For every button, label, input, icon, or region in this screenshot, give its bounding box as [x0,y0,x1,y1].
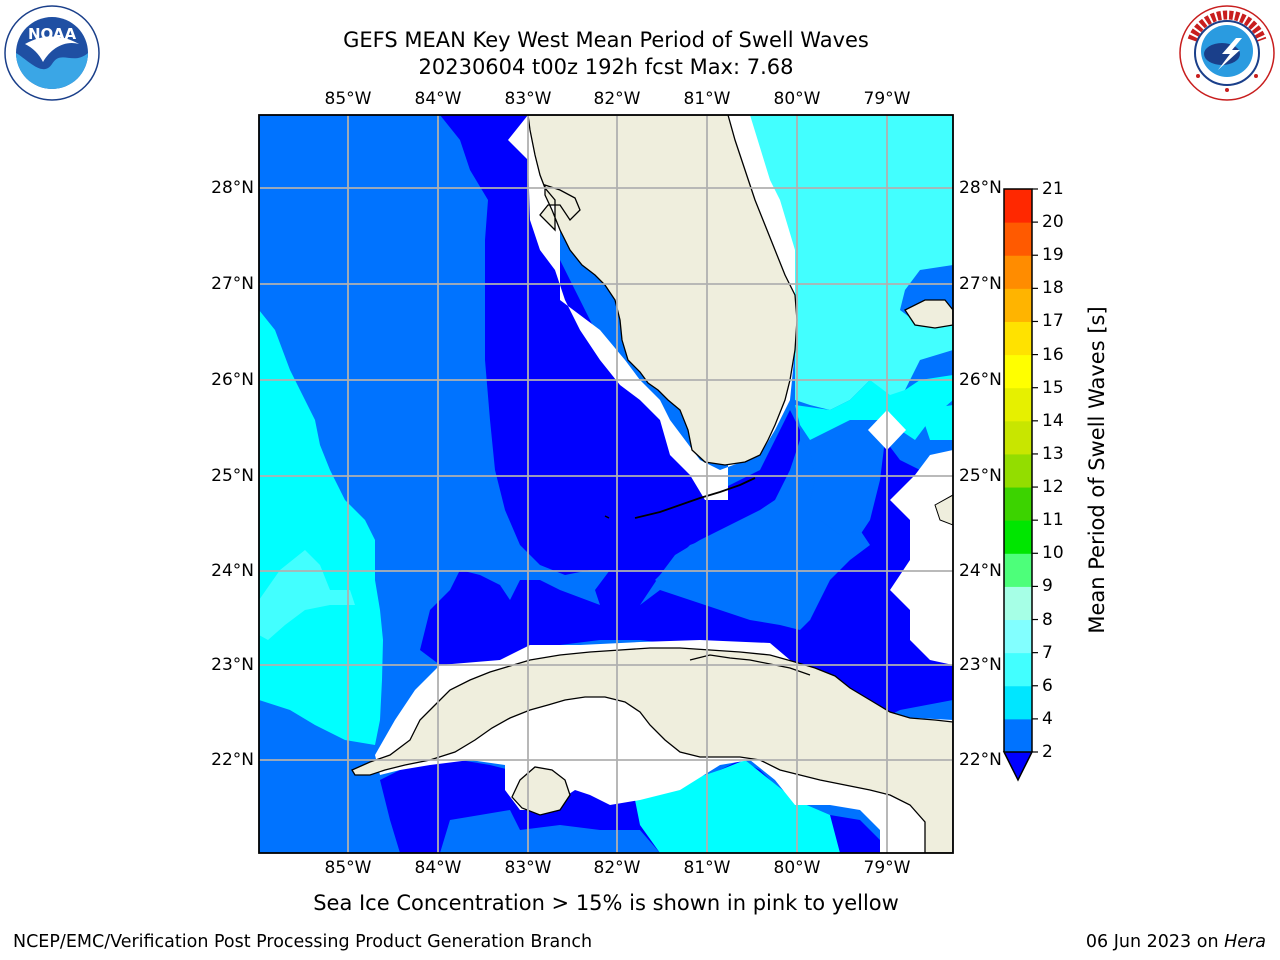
colorbar-tick-label: 14 [1042,410,1064,431]
lat-tick-left: 24°N [211,561,254,581]
lon-tick-bottom: 80°W [773,858,821,878]
isla-juventud-land [511,766,571,816]
lon-tick-top: 80°W [773,89,821,109]
lon-tick-bottom: 82°W [593,858,641,878]
lat-tick-right: 26°N [959,370,1002,390]
credit-machine: Hera [1224,932,1266,952]
lat-tick-left: 25°N [211,466,254,486]
credit-branch: NCEP/EMC/Verification Post Processing Pr… [13,932,593,952]
colorbar-tick-label: 18 [1042,278,1064,299]
lat-tick-right: 23°N [959,655,1002,675]
colorbar-tick-label: 12 [1042,477,1064,498]
colorbar-tick-label: 8 [1042,609,1053,630]
cuba-north-cays [689,654,811,676]
colorbar-label: Mean Period of Swell Waves [s] [1085,306,1109,634]
map-subtitle: 20230604 t00z 192h fcst Max: 7.68 [418,55,794,79]
lat-tick-right: 27°N [959,274,1002,294]
colorbar-tick-label: 7 [1042,642,1053,663]
colorbar-tick-label: 15 [1042,377,1064,398]
colorbar-tick-label: 20 [1042,212,1064,233]
map-frame [258,114,954,854]
lon-tick-bottom: 81°W [683,858,731,878]
sea-region-swell-6-7-east [920,405,953,440]
sea-region-swell-6-west [259,310,383,745]
sea-region-swell-4-6-straits [655,440,870,625]
colorbar-tick-label: 11 [1042,510,1064,531]
noaa-logo: NOAA [4,5,100,101]
colorbar-tick-label: 4 [1042,708,1053,729]
credit-date-text: 06 Jun 2023 on [1085,932,1219,952]
sea-region-swell-below-4-straits [420,440,953,720]
cuba-land [351,647,953,853]
lon-tick-top: 85°W [324,89,372,109]
lon-tick-top: 81°W [683,89,731,109]
lat-tick-right: 24°N [959,561,1002,581]
lat-tick-left: 22°N [211,750,254,770]
lat-tick-right: 28°N [959,178,1002,198]
lon-tick-bottom: 84°W [414,858,462,878]
colorbar-tick-label: 19 [1042,245,1064,266]
bahamas-land [904,299,953,329]
florida-land [527,115,798,466]
svg-text:NOAA: NOAA [28,25,77,43]
colorbar-tick-label: 6 [1042,675,1053,696]
colorbar-tick-label: 2 [1042,742,1053,762]
lat-tick-left: 27°N [211,274,254,294]
lon-tick-bottom: 83°W [504,858,552,878]
sea-region-swell-6-7-west [259,550,355,640]
credit-date: 06 Jun 2023 on Hera [1086,932,1266,952]
lat-tick-right: 22°N [959,750,1002,770]
map-gridlines [259,115,953,853]
lon-tick-top: 82°W [593,89,641,109]
lat-tick-right: 25°N [959,466,1002,486]
sea-ice-note: Sea Ice Concentration > 15% is shown in … [313,891,899,915]
lat-tick-left: 28°N [211,178,254,198]
lon-tick-bottom: 79°W [863,858,911,878]
lon-tick-top: 83°W [504,89,552,109]
sea-region-swell-4-6-south-cuba [440,810,660,853]
colorbar-tick-label: 16 [1042,344,1064,365]
nws-logo [1179,5,1275,101]
colorbar-tick-label: 21 [1042,179,1064,199]
colorbar-tick-label: 17 [1042,311,1064,332]
lat-tick-left: 23°N [211,655,254,675]
lat-tick-left: 26°N [211,370,254,390]
dry-tortugas [604,515,610,519]
sea-region-swell-6-atlantic [795,375,953,440]
andros-land [934,494,953,526]
colorbar-tick-label: 9 [1042,576,1053,597]
florida-keys [634,477,756,519]
map-title: GEFS MEAN Key West Mean Period of Swell … [343,28,869,52]
colorbar-tick-label: 10 [1042,543,1064,564]
lon-tick-top: 79°W [863,89,911,109]
lon-tick-bottom: 85°W [324,858,372,878]
colorbar-tick-label: 13 [1042,443,1064,464]
lon-tick-top: 84°W [414,89,462,109]
